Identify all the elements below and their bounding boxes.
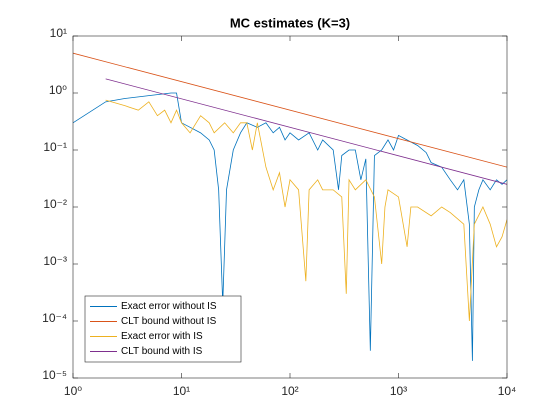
legend-label: Exact error with IS: [121, 331, 203, 342]
x-tick-label: 10²: [281, 384, 298, 398]
series-line: [73, 92, 507, 361]
legend-label: CLT bound with IS: [121, 346, 203, 357]
legend-label: Exact error without IS: [121, 301, 217, 312]
series-line: [105, 78, 507, 185]
y-tick-label: 10¹: [50, 26, 67, 40]
y-tick-label: 10⁻¹: [43, 140, 67, 154]
x-tick-label: 10⁰: [64, 384, 82, 398]
y-tick-label: 10⁻³: [43, 254, 67, 268]
y-tick-label: 10⁻⁴: [42, 311, 67, 325]
legend-label: CLT bound without IS: [121, 316, 217, 327]
x-tick-label: 10⁴: [498, 384, 517, 398]
x-tick-label: 10¹: [173, 384, 190, 398]
series-line: [105, 99, 507, 322]
y-tick-label: 10⁻⁵: [42, 368, 67, 382]
series-line: [73, 52, 507, 168]
chart-title: MC estimates (K=3): [230, 15, 350, 30]
lines: [73, 52, 507, 361]
y-tick-label: 10⁻²: [43, 197, 67, 211]
x-tick-label: 10³: [390, 384, 407, 398]
y-tick-label: 10⁰: [49, 83, 67, 97]
